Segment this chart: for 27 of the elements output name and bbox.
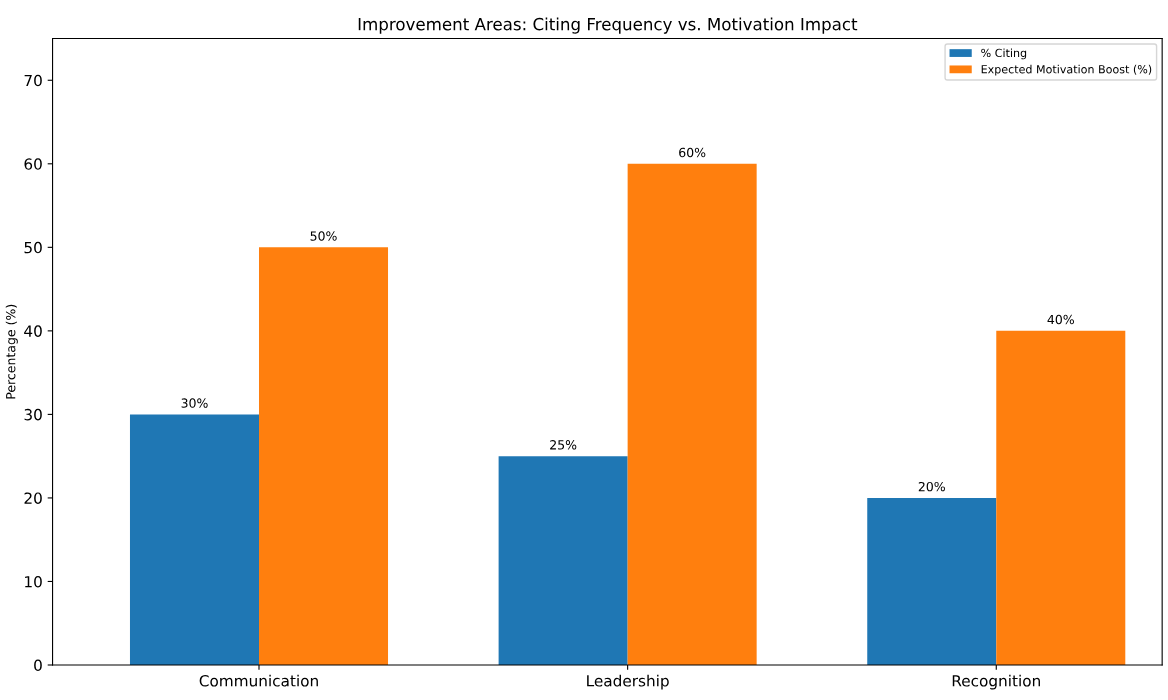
legend-label: % Citing bbox=[981, 48, 1027, 60]
y-tick-label: 20 bbox=[24, 492, 42, 504]
x-tick-label: Recognition bbox=[952, 674, 1040, 690]
y-tick-label: 60 bbox=[24, 158, 42, 170]
data-label: 20% bbox=[918, 481, 945, 492]
data-label: 30% bbox=[181, 398, 208, 408]
data-label: 60% bbox=[679, 147, 706, 158]
data-label: 50% bbox=[310, 231, 337, 241]
bar bbox=[996, 330, 1126, 665]
y-tick-label: 30 bbox=[24, 408, 42, 421]
x-tick-label: Leadership bbox=[587, 674, 669, 690]
data-label: 25% bbox=[550, 440, 577, 450]
y-axis-title: Percentage (%) bbox=[5, 304, 18, 399]
x-tick-label: Communication bbox=[199, 674, 318, 687]
data-label: 40% bbox=[1047, 314, 1074, 325]
y-tick-label: 50 bbox=[24, 241, 42, 254]
bar bbox=[867, 497, 997, 665]
bar bbox=[259, 247, 389, 665]
y-tick-label: 40 bbox=[24, 325, 42, 337]
y-tick-label: 0 bbox=[34, 659, 42, 672]
y-tick-label: 10 bbox=[25, 575, 42, 588]
bar bbox=[498, 456, 628, 665]
bar bbox=[627, 163, 757, 665]
chart-title: Improvement Areas: Citing Frequency vs. Motivation Impact bbox=[358, 17, 858, 34]
bar bbox=[129, 414, 259, 665]
y-tick-label: 70 bbox=[24, 74, 42, 87]
legend-label: Expected Motivation Boost (%) bbox=[981, 64, 1152, 76]
